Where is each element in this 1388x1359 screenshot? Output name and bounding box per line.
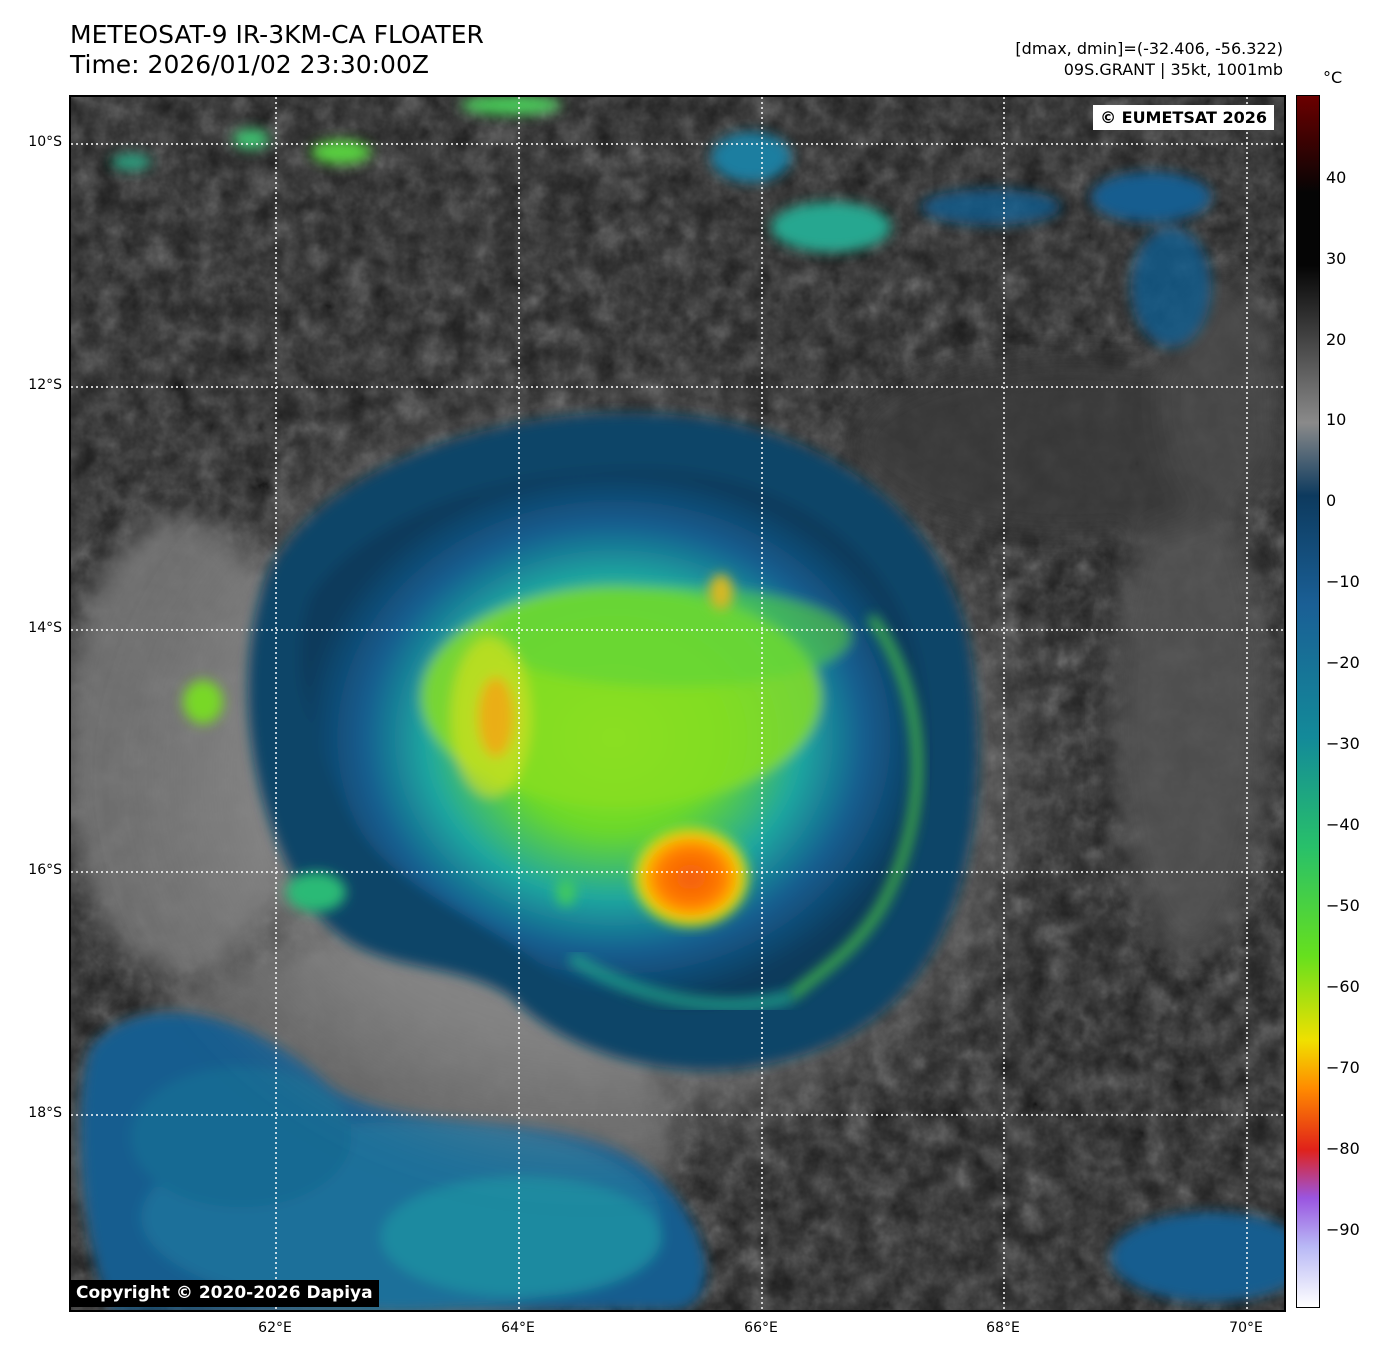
lon-label-66e: 66°E [744,1320,778,1336]
lat-label-14s: 14°S [28,620,62,636]
product-title: METEOSAT-9 IR-3KM-CA FLOATER [70,20,484,49]
colorbar-tick: 40 [1326,168,1347,187]
colorbar-tick: −30 [1326,734,1360,753]
colorbar-tick: −20 [1326,653,1360,672]
lat-label-10s: 10°S [28,134,62,150]
lon-label-64e: 64°E [501,1320,535,1336]
colorbar-tick: −50 [1326,896,1360,915]
title-block: METEOSAT-9 IR-3KM-CA FLOATER Time: 2026/… [70,20,484,80]
time-label: Time: 2026/01/02 23:30:00Z [70,50,429,79]
lon-label-62e: 62°E [258,1320,292,1336]
colorbar-tick: 20 [1326,330,1347,349]
colorbar-tick: −80 [1326,1139,1360,1158]
lon-label-70e: 70°E [1229,1320,1263,1336]
ir-imagery [71,97,1284,1310]
colorbar-unit: °C [1323,68,1343,87]
colorbar-tick: 10 [1326,410,1347,429]
copyright-label: Copyright © 2020-2026 Dapiya [70,1280,379,1307]
colorbar-tick: −90 [1326,1220,1360,1239]
lon-label-68e: 68°E [986,1320,1020,1336]
colorbar-tick: −70 [1326,1058,1360,1077]
storm-info-label: 09S.GRANT | 35kt, 1001mb [1063,60,1283,79]
colorbar-tick: 30 [1326,249,1347,268]
graticule [71,97,1284,1310]
colorbar-tick: −60 [1326,977,1360,996]
storm-meta-block: [dmax, dmin]=(-32.406, -56.322) 09S.GRAN… [1015,38,1283,80]
dmax-dmin-label: [dmax, dmin]=(-32.406, -56.322) [1015,39,1283,58]
lat-label-18s: 18°S [28,1105,62,1121]
temperature-colorbar [1296,95,1320,1308]
lat-label-16s: 16°S [28,862,62,878]
eumetsat-watermark: © EUMETSAT 2026 [1093,105,1274,130]
colorbar-tick: −10 [1326,572,1360,591]
colorbar-tick: 0 [1326,491,1337,510]
satellite-map: © EUMETSAT 2026 [69,95,1286,1312]
colorbar-tick: −40 [1326,815,1360,834]
lat-label-12s: 12°S [28,377,62,393]
